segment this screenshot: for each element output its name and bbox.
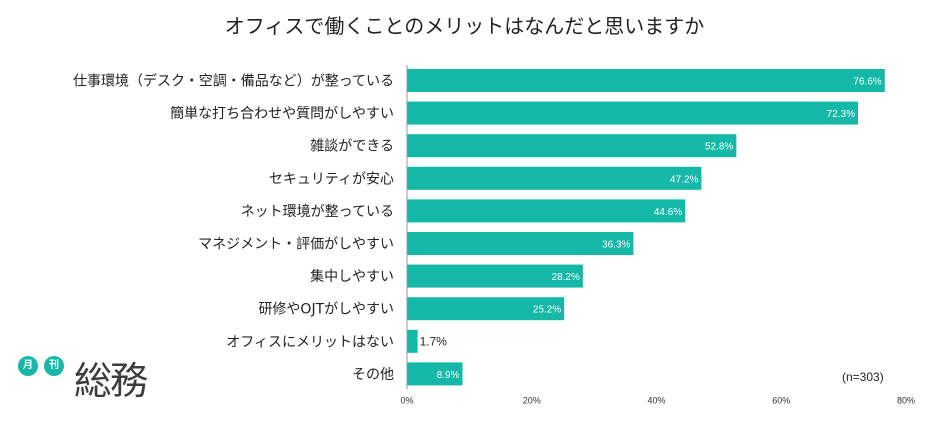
data-label: 72.3% [827,109,855,120]
data-label: 8.9% [437,370,460,381]
logo-wordmark: 総務 [74,359,148,403]
data-label: 28.2% [552,272,580,283]
category-label: マネジメント・評価がしやすい [198,237,394,253]
bar [407,101,858,125]
logo-badge-kan: 刊 [44,356,64,376]
category-label: セキュリティが安心 [269,171,394,187]
category-label: 研修やOJTがしやすい [258,302,394,318]
data-label: 25.2% [533,305,561,316]
data-label: 1.7% [420,334,448,348]
chart-title: オフィスで働くことのメリットはなんだと思いますか [224,14,705,38]
data-label: 52.8% [705,142,733,153]
x-tick-label: 20% [523,395,541,405]
data-label: 44.6% [654,207,682,218]
logo-badge-tsuki: 月 [18,356,38,376]
x-tick-label: 40% [647,395,665,405]
monthly-soumu-logo: 月 刊 総務 [18,352,148,403]
bar [407,166,702,190]
data-label: 47.2% [670,174,698,185]
category-label: その他 [352,367,394,383]
bar [407,264,583,288]
category-label: ネット環境が整っている [241,204,394,220]
category-label: 集中しやすい [310,268,394,285]
bar [407,297,565,321]
x-tick-label: 60% [772,395,790,405]
data-label: 76.6% [853,77,881,88]
bar [407,232,634,255]
x-tick-label: 80% [897,395,915,405]
bar [407,362,463,386]
bar [407,69,885,92]
data-label: 36.3% [602,240,630,251]
sample-size-note: (n=303) [842,370,884,384]
category-label: オフィスにメリットはない [226,334,394,350]
category-label: 仕事環境（デスク・空調・備品など）が整っている [73,73,394,90]
bar [407,329,418,353]
category-label: 雑談ができる [310,139,394,155]
x-tick-label: 0% [400,395,413,405]
category-label: 簡単な打ち合わせや質問がしやすい [170,105,394,122]
bar [407,199,686,223]
bar [407,134,737,158]
